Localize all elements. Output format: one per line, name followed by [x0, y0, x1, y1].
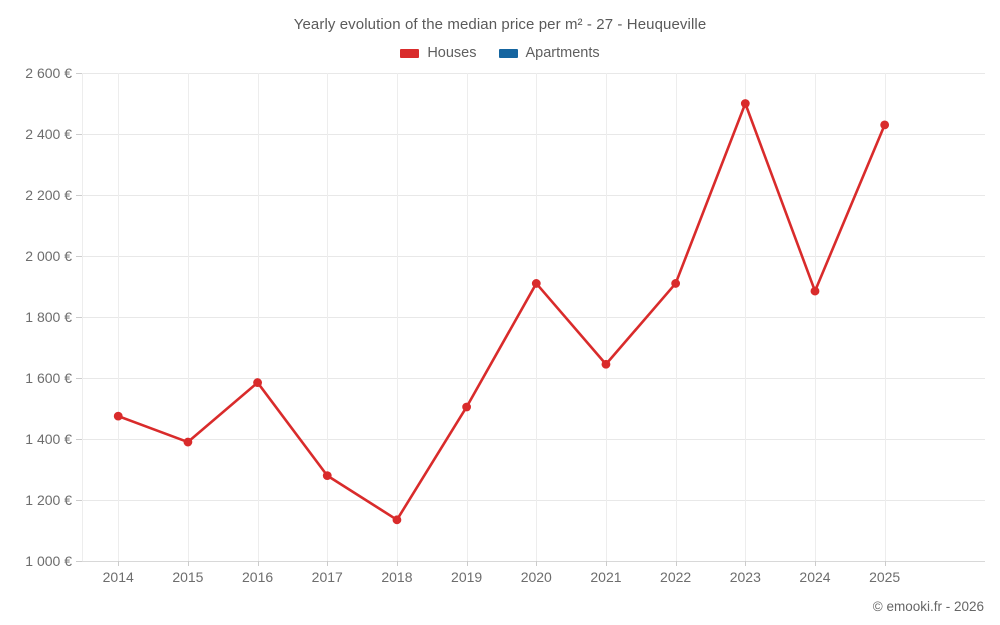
- data-point[interactable]: [880, 120, 890, 130]
- x-axis-tick-label: 2018: [381, 569, 413, 585]
- gridline-vertical: [466, 73, 468, 561]
- x-axis-tick-mark: [327, 561, 329, 566]
- y-axis-tick-mark: [76, 134, 82, 135]
- x-axis-tick-label: 2021: [590, 569, 622, 585]
- x-axis-tick-label: 2023: [729, 569, 761, 585]
- gridline-vertical: [327, 73, 329, 561]
- x-axis-tick-mark: [118, 561, 120, 566]
- y-axis-tick-mark: [76, 500, 82, 501]
- x-axis-tick-mark: [396, 561, 398, 566]
- gridline-horizontal: [82, 317, 985, 318]
- gridline-vertical: [396, 73, 398, 561]
- y-axis-tick-label: 2 000 €: [25, 248, 72, 264]
- data-point[interactable]: [531, 279, 541, 288]
- y-axis-tick-label: 1 800 €: [25, 309, 72, 325]
- series-line-houses: [116, 102, 886, 522]
- x-axis-line: [82, 561, 985, 562]
- gridline-horizontal: [82, 256, 985, 257]
- gridline-vertical: [884, 73, 886, 561]
- x-axis-tick-label: 2024: [799, 569, 831, 585]
- data-point[interactable]: [392, 515, 402, 525]
- y-axis: 2 600 € 2 400 € 2 200 € 2 000 € 1 800 € 1 600…: [0, 0, 72, 625]
- gridline-vertical: [605, 73, 607, 561]
- y-axis-tick-label: 1 400 €: [25, 431, 72, 447]
- x-axis-tick-label: 2015: [172, 569, 204, 585]
- data-point[interactable]: [810, 286, 820, 296]
- gridline-horizontal: [82, 439, 985, 440]
- chart-legend: Houses Apartments: [0, 45, 1000, 61]
- x-axis-tick-label: 2019: [451, 569, 483, 585]
- gridline-vertical: [187, 73, 189, 561]
- x-axis-tick-mark: [814, 561, 816, 566]
- chart-title: Yearly evolution of the median price per…: [293, 16, 707, 33]
- gridline-horizontal: [82, 500, 985, 501]
- y-axis-tick-label: 1 000 €: [25, 553, 72, 569]
- gridline-vertical: [257, 73, 259, 561]
- y-axis-tick-mark: [76, 256, 82, 257]
- gridline-vertical: [82, 73, 83, 561]
- gridline-horizontal: [82, 73, 985, 74]
- x-axis-tick-mark: [605, 561, 607, 566]
- y-axis-tick-mark: [76, 378, 82, 379]
- y-axis-tick-label: 2 200 €: [25, 187, 72, 203]
- y-axis-tick-mark: [76, 73, 82, 74]
- x-axis-tick-mark: [675, 561, 677, 566]
- x-axis-tick-label: 2014: [102, 569, 134, 585]
- gridline-vertical: [814, 73, 816, 561]
- y-axis-tick-label: 1 200 €: [25, 492, 72, 508]
- x-axis-tick-mark: [187, 561, 189, 566]
- plot-area: [82, 73, 985, 562]
- x-axis-tick-label: 2020: [520, 569, 552, 585]
- legend-swatch-apartments: [498, 48, 518, 58]
- data-point[interactable]: [671, 279, 681, 288]
- legend-swatch-houses: [400, 48, 420, 58]
- y-axis-tick-mark: [76, 561, 82, 562]
- gridline-vertical: [536, 73, 538, 561]
- x-axis-tick-mark: [466, 561, 468, 566]
- legend-item-apartments[interactable]: Apartments: [498, 45, 600, 61]
- gridline-horizontal: [82, 195, 985, 196]
- x-axis-tick-mark: [745, 561, 747, 566]
- data-point[interactable]: [113, 411, 123, 421]
- x-axis-tick-label: 2016: [242, 569, 274, 585]
- y-axis-tick-label: 2 400 €: [25, 126, 72, 142]
- x-axis-tick-mark: [257, 561, 259, 566]
- x-axis-tick-mark: [884, 561, 886, 566]
- series-layer: [113, 99, 890, 525]
- legend-label-houses: Houses: [427, 45, 477, 61]
- legend-item-houses[interactable]: Houses: [400, 45, 477, 61]
- legend-label-apartments: Apartments: [525, 45, 600, 61]
- gridline-vertical: [675, 73, 677, 561]
- data-point[interactable]: [740, 99, 750, 108]
- y-axis-tick-mark: [76, 317, 82, 318]
- y-axis-tick-label: 2 600 €: [25, 65, 72, 81]
- data-point[interactable]: [462, 402, 472, 412]
- gridline-horizontal: [82, 378, 985, 379]
- x-axis-tick-label: 2017: [311, 569, 343, 585]
- x-axis-tick-label: 2025: [869, 569, 901, 585]
- data-point[interactable]: [253, 378, 262, 387]
- y-axis-tick-mark: [76, 195, 82, 196]
- copyright-credit: © emooki.fr - 2026: [872, 599, 984, 614]
- gridline-horizontal: [82, 134, 985, 135]
- y-axis-tick-mark: [76, 439, 82, 440]
- gridline-vertical: [745, 73, 747, 561]
- data-point[interactable]: [183, 437, 193, 447]
- x-axis-tick-mark: [536, 561, 538, 566]
- gridline-vertical: [118, 73, 120, 561]
- x-axis-tick-label: 2022: [660, 569, 692, 585]
- data-point[interactable]: [322, 471, 332, 480]
- data-point[interactable]: [601, 359, 611, 369]
- y-axis-tick-label: 1 600 €: [25, 370, 72, 386]
